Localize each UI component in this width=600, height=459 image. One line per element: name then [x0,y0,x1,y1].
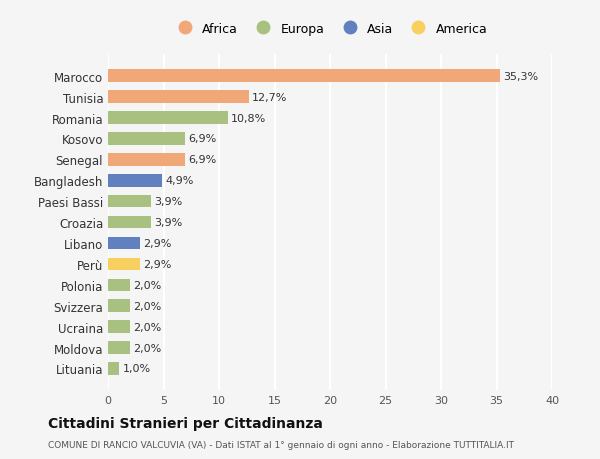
Text: 2,0%: 2,0% [134,301,162,311]
Bar [108,154,185,166]
Bar [108,279,130,291]
Bar [108,133,185,146]
Bar [108,196,151,208]
Bar [108,237,140,250]
Bar [108,70,500,83]
Text: 4,9%: 4,9% [166,176,194,186]
Bar [108,216,151,229]
Text: 35,3%: 35,3% [503,72,538,82]
Text: 3,9%: 3,9% [155,218,183,228]
Bar [108,300,130,312]
Bar [108,363,119,375]
Bar [108,91,249,104]
Text: 2,0%: 2,0% [134,343,162,353]
Text: 2,9%: 2,9% [143,259,172,269]
Text: 6,9%: 6,9% [188,134,216,144]
Text: Cittadini Stranieri per Cittadinanza: Cittadini Stranieri per Cittadinanza [48,416,323,430]
Text: 10,8%: 10,8% [231,113,266,123]
Text: 2,9%: 2,9% [143,239,172,248]
Bar [108,174,163,187]
Text: COMUNE DI RANCIO VALCUVIA (VA) - Dati ISTAT al 1° gennaio di ogni anno - Elabora: COMUNE DI RANCIO VALCUVIA (VA) - Dati IS… [48,441,514,449]
Text: 3,9%: 3,9% [155,197,183,207]
Bar [108,112,228,124]
Text: 1,0%: 1,0% [122,364,151,374]
Bar [108,258,140,271]
Text: 6,9%: 6,9% [188,155,216,165]
Text: 12,7%: 12,7% [253,92,287,102]
Text: 2,0%: 2,0% [134,322,162,332]
Legend: Africa, Europa, Asia, America: Africa, Europa, Asia, America [167,18,493,41]
Bar [108,321,130,333]
Bar [108,341,130,354]
Text: 2,0%: 2,0% [134,280,162,290]
